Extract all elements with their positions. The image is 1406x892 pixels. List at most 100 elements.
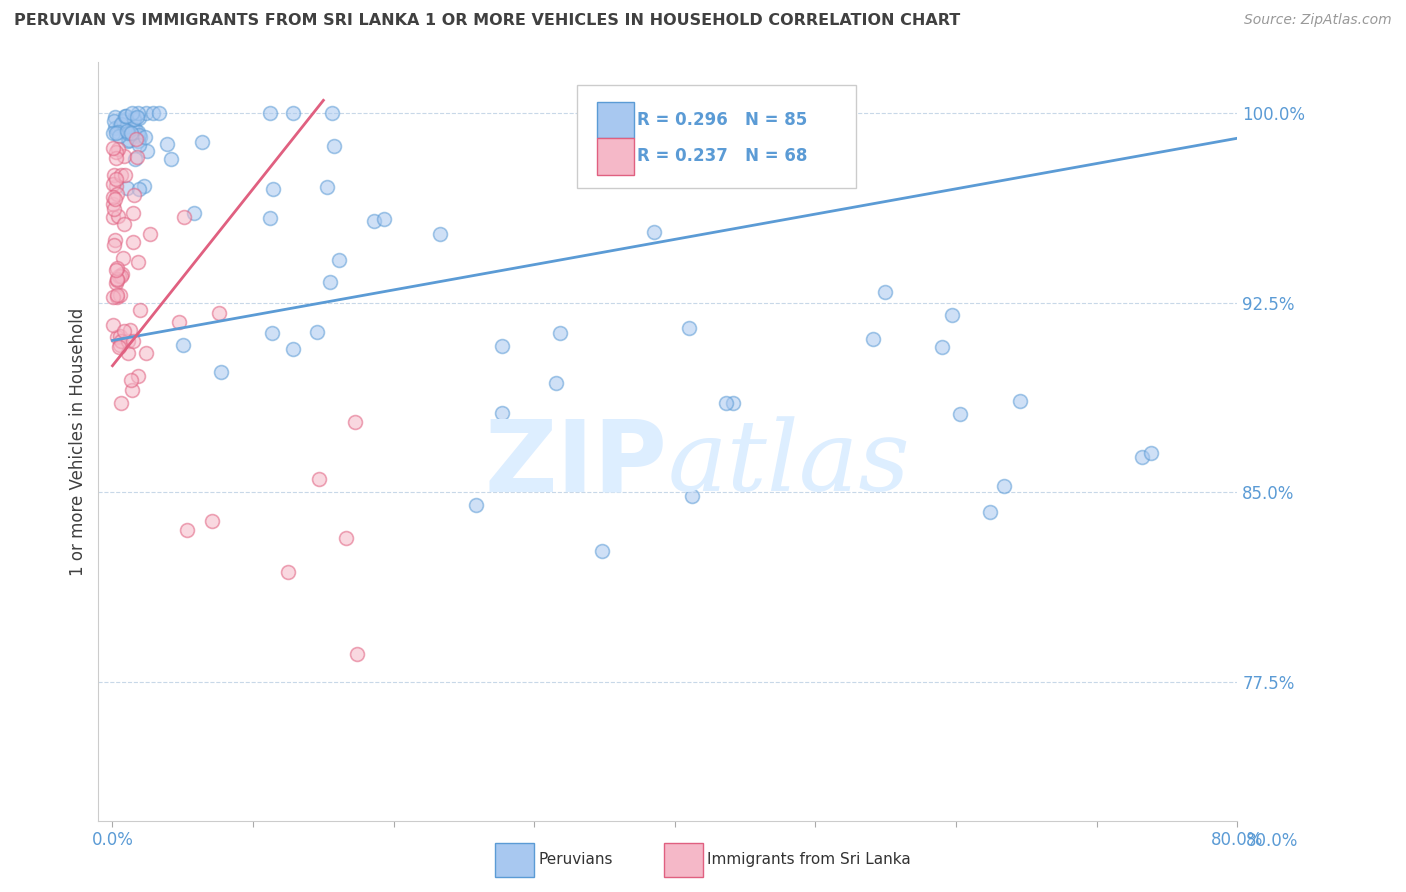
Point bbox=[262, 181, 284, 195]
Point bbox=[318, 275, 340, 289]
Point bbox=[125, 132, 148, 146]
Point bbox=[105, 272, 128, 286]
Point bbox=[1010, 394, 1032, 409]
Point bbox=[114, 112, 136, 126]
Point bbox=[104, 179, 127, 194]
Point bbox=[208, 305, 231, 319]
Point bbox=[112, 252, 135, 266]
Point bbox=[110, 396, 132, 410]
Point bbox=[118, 133, 141, 147]
Point bbox=[429, 227, 451, 241]
Point bbox=[134, 130, 156, 145]
Point bbox=[115, 123, 138, 137]
Point bbox=[121, 205, 143, 219]
Text: atlas: atlas bbox=[668, 417, 911, 512]
Point bbox=[124, 121, 146, 136]
Point bbox=[117, 334, 139, 349]
Point bbox=[103, 290, 125, 304]
Point bbox=[209, 366, 232, 380]
Point bbox=[259, 211, 281, 225]
Point bbox=[101, 141, 124, 155]
Point bbox=[591, 544, 613, 558]
Point bbox=[1140, 446, 1163, 460]
Point bbox=[105, 290, 128, 304]
Point bbox=[124, 111, 146, 125]
Point bbox=[259, 106, 281, 120]
Point bbox=[125, 150, 148, 164]
Point bbox=[110, 117, 132, 131]
Point bbox=[101, 189, 124, 203]
Point bbox=[277, 566, 299, 580]
Text: PERUVIAN VS IMMIGRANTS FROM SRI LANKA 1 OR MORE VEHICLES IN HOUSEHOLD CORRELATIO: PERUVIAN VS IMMIGRANTS FROM SRI LANKA 1 … bbox=[14, 13, 960, 29]
Point bbox=[115, 124, 138, 138]
Point bbox=[321, 106, 343, 120]
Point bbox=[103, 178, 125, 192]
Point bbox=[127, 254, 149, 268]
Point bbox=[328, 252, 350, 267]
Point bbox=[122, 112, 145, 127]
Point bbox=[117, 345, 139, 359]
Point bbox=[112, 324, 135, 338]
Point bbox=[121, 383, 143, 397]
Point bbox=[128, 138, 150, 153]
Point bbox=[183, 205, 205, 219]
Point bbox=[101, 211, 124, 225]
Point bbox=[135, 106, 157, 120]
Point bbox=[122, 235, 145, 249]
Point bbox=[128, 302, 150, 317]
Point bbox=[117, 126, 139, 140]
Point bbox=[108, 340, 131, 354]
Point bbox=[111, 267, 134, 281]
Point bbox=[173, 210, 195, 224]
Point bbox=[115, 121, 138, 136]
Point bbox=[108, 120, 131, 134]
Point bbox=[373, 211, 395, 226]
Point bbox=[101, 126, 124, 140]
Point bbox=[114, 109, 136, 123]
Point bbox=[127, 125, 149, 139]
Point bbox=[105, 273, 128, 287]
Point bbox=[128, 112, 150, 126]
Point bbox=[117, 134, 139, 148]
Point bbox=[363, 214, 385, 228]
Point bbox=[169, 315, 191, 329]
Point bbox=[114, 149, 136, 163]
Point bbox=[108, 268, 131, 283]
Point bbox=[104, 233, 127, 247]
Point bbox=[105, 172, 128, 186]
Point bbox=[160, 152, 183, 166]
Text: ZIP: ZIP bbox=[485, 416, 668, 513]
Point bbox=[112, 114, 135, 128]
Point bbox=[104, 263, 127, 277]
Point bbox=[721, 395, 744, 409]
Point bbox=[105, 186, 128, 201]
Point bbox=[127, 110, 149, 124]
Point bbox=[128, 182, 150, 196]
Point bbox=[176, 523, 198, 537]
Point bbox=[110, 268, 132, 283]
Point bbox=[136, 144, 159, 158]
Point bbox=[546, 376, 568, 390]
Point bbox=[142, 106, 165, 120]
Point bbox=[315, 179, 337, 194]
Point bbox=[103, 202, 125, 216]
Point bbox=[110, 168, 132, 182]
Text: 80.0%: 80.0% bbox=[1246, 831, 1298, 850]
FancyBboxPatch shape bbox=[598, 102, 634, 138]
Point bbox=[491, 406, 513, 420]
Point bbox=[107, 142, 129, 156]
FancyBboxPatch shape bbox=[598, 138, 634, 175]
Point bbox=[105, 126, 128, 140]
Point bbox=[104, 276, 127, 290]
Point bbox=[346, 647, 368, 661]
Point bbox=[107, 288, 129, 302]
Point bbox=[678, 321, 700, 335]
Point bbox=[343, 415, 366, 429]
Point bbox=[107, 125, 129, 139]
Point bbox=[121, 334, 143, 348]
Point bbox=[281, 342, 304, 356]
Point bbox=[862, 332, 884, 346]
Point bbox=[993, 479, 1015, 493]
Point bbox=[105, 145, 128, 159]
Point bbox=[114, 109, 136, 123]
